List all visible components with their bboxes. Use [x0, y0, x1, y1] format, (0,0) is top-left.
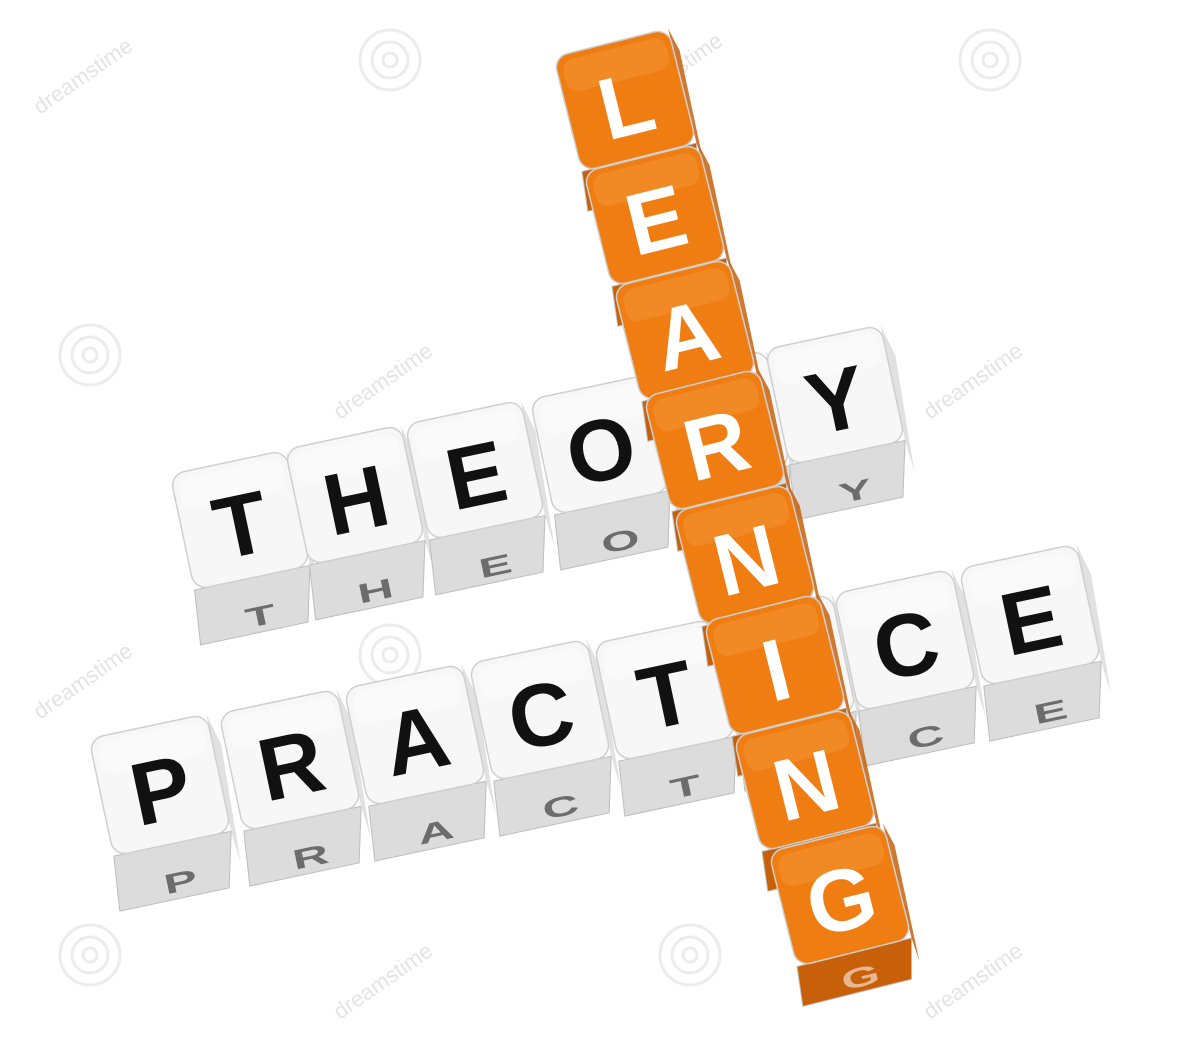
practice-cube-c: CC: [470, 638, 621, 837]
cube-side-letter: T: [667, 768, 704, 805]
cube-highlight: [603, 628, 712, 680]
cube-side-letter: Y: [836, 473, 875, 509]
cube-front-face: [406, 401, 544, 539]
cube-highlight: [713, 603, 820, 656]
cube-side-letter: C: [539, 788, 581, 826]
cube-side-letter: R: [289, 838, 331, 876]
cube-highlight: [478, 648, 587, 700]
cube-side-letter: P: [161, 863, 200, 901]
cube-highlight: [179, 459, 286, 510]
cube-front-face: [645, 370, 785, 510]
practice-cube-r: RR: [220, 688, 371, 887]
theory-cube-t: TT: [171, 450, 320, 646]
theory-cube-h: HH: [286, 425, 435, 621]
watermark-spiral-icon: [58, 923, 122, 987]
cube-front-face: [835, 570, 975, 710]
cube-front-face: [470, 640, 610, 780]
cube-highlight: [843, 578, 952, 630]
cube-front-face: [286, 426, 424, 564]
cube-front-face: [705, 595, 845, 735]
watermark-spiral-icon: [958, 28, 1022, 92]
cube-highlight: [774, 334, 881, 385]
cube-highlight: [968, 553, 1077, 605]
cube-front-face: [220, 690, 360, 830]
cube-highlight: [743, 718, 850, 771]
cube-highlight: [294, 434, 401, 485]
learning-word: LLEEAARRNNIINNGG: [555, 28, 920, 1007]
cube-front-face: [345, 665, 485, 805]
cube-highlight: [563, 38, 670, 91]
cube-front-face: [90, 715, 230, 855]
cube-side-letter: T: [243, 599, 279, 635]
watermark-spiral-icon: [358, 28, 422, 92]
cube-highlight: [228, 698, 337, 750]
theory-cube-e: EE: [406, 400, 555, 596]
cube-side-letter: C: [904, 718, 946, 756]
cube-front-face: [555, 30, 695, 170]
cube-highlight: [653, 378, 760, 431]
cube-highlight: [414, 409, 521, 460]
cube-side-letter: H: [355, 573, 396, 610]
cube-highlight: [353, 673, 462, 725]
cube-front-face: [735, 710, 875, 850]
cube-front-face: [960, 545, 1100, 685]
practice-cube-t: TT: [595, 618, 746, 817]
cube-side-letter: E: [476, 548, 515, 584]
cube-front-face: [770, 825, 910, 965]
theory-cube-y: YY: [766, 325, 915, 521]
practice-cube-c: CC: [835, 568, 986, 767]
practice-cube-e: EE: [960, 543, 1111, 742]
practice-cube-a: AA: [345, 663, 496, 862]
cube-front-face: [585, 145, 725, 285]
cube-highlight: [539, 384, 646, 435]
cube-highlight: [778, 833, 885, 886]
cube-side-letter: E: [1031, 693, 1070, 731]
cube-highlight: [623, 268, 730, 321]
watermark-spiral-icon: [658, 923, 722, 987]
practice-word: PPRRAACCTTIICCEE: [90, 543, 1111, 912]
cube-side-letter: A: [414, 813, 456, 851]
practice-cube-p: PP: [90, 713, 241, 912]
cube-highlight: [593, 153, 700, 206]
cube-highlight: [683, 493, 790, 546]
watermark-spiral-icon: [58, 323, 122, 387]
cube-front-face: [766, 326, 904, 464]
cube-highlight: [98, 723, 207, 775]
